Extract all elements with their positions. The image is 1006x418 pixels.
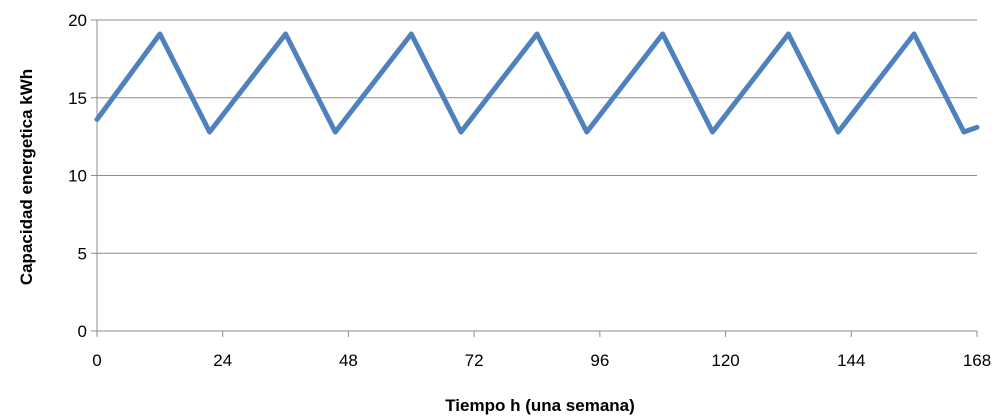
y-tick-label: 15	[68, 89, 87, 108]
grid-lines	[97, 19, 977, 254]
x-tick-label: 48	[339, 351, 358, 370]
axes	[91, 19, 978, 337]
x-tick-label: 0	[92, 351, 101, 370]
x-tick-label: 144	[837, 351, 865, 370]
x-axis-title: Tiempo h (una semana)	[445, 396, 635, 415]
series-line-0	[94, 31, 980, 135]
series-layer	[94, 31, 980, 135]
x-tick-label: 72	[465, 351, 484, 370]
x-tick-label: 120	[711, 351, 739, 370]
y-tick-label: 5	[78, 244, 87, 263]
x-tick-label: 168	[963, 351, 991, 370]
x-tick-label: 24	[213, 351, 232, 370]
y-tick-label: 0	[78, 322, 87, 341]
x-tick-label: 96	[590, 351, 609, 370]
y-axis-title: Capacidad energetica kWh	[17, 69, 36, 285]
y-tick-label: 20	[68, 11, 87, 30]
tick-labels: 0 5 10 15 20 0 24 48 72 96 120 144 168	[68, 11, 991, 370]
y-tick-label: 10	[68, 167, 87, 186]
